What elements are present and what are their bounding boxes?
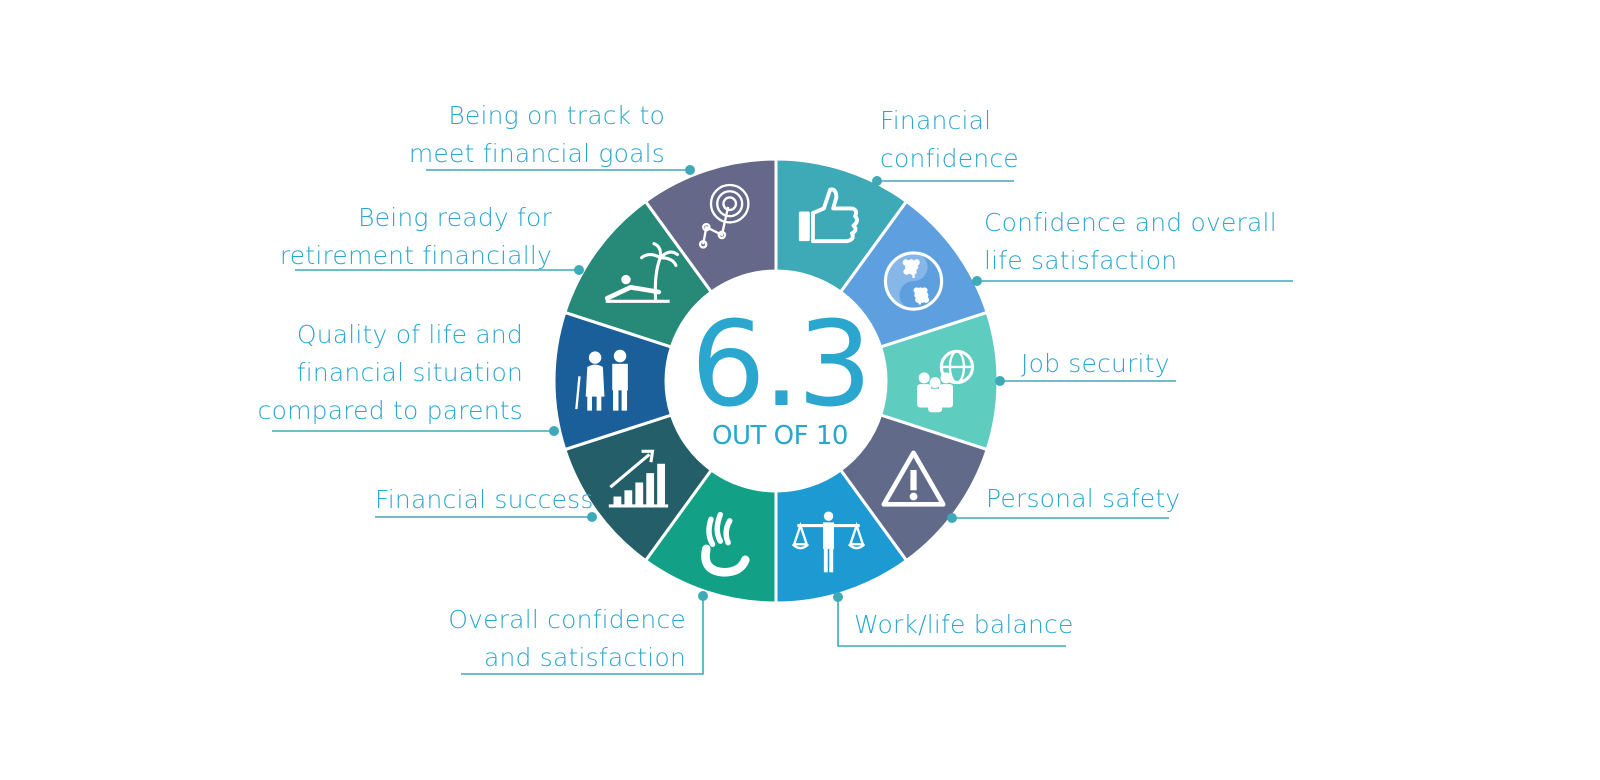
label-line: retirement financially [279, 241, 552, 270]
leader-dot-financial-success [587, 512, 597, 522]
leader-line-work-life-balance [837, 597, 1066, 647]
scales-person-icon [791, 511, 866, 573]
label-line: Job security [1021, 349, 1170, 378]
beach-lounger-icon [604, 242, 680, 303]
leader-dot-personal-safety [947, 513, 957, 523]
leader-line-overall-confidence-satisfaction [461, 596, 704, 675]
globe-people-icon [917, 349, 975, 413]
leader-dot-ready-for-retirement [574, 265, 584, 275]
leader-dot-work-life-balance [833, 592, 843, 602]
score-value: 6.3 [690, 295, 873, 433]
label-work-life-balance: Work/life balance [854, 606, 1074, 644]
label-line: Quality of life and [296, 320, 523, 349]
label-line: Work/life balance [854, 610, 1074, 639]
label-line: Financial success [375, 485, 594, 514]
label-job-security: Job security [1021, 345, 1170, 383]
label-personal-safety: Personal safety [986, 480, 1180, 518]
target-path-icon [698, 183, 750, 249]
leader-dot-overall-confidence-satisfaction [698, 591, 708, 601]
score-subtitle: OUT OF 10 [712, 421, 848, 451]
label-on-track-financial-goals: Being on track to meet financial goals [409, 97, 665, 173]
label-line: Overall confidence [448, 605, 686, 634]
label-line: life satisfaction [984, 246, 1178, 275]
label-overall-confidence-satisfaction: Overall confidence and satisfaction [448, 601, 686, 677]
label-financial-confidence: Financial confidence [880, 102, 1019, 178]
label-line: and satisfaction [483, 643, 686, 672]
hand-icon [701, 511, 750, 577]
label-line: meet financial goals [408, 139, 665, 168]
leader-dot-job-security [995, 376, 1005, 386]
label-line: Personal safety [986, 484, 1181, 513]
thumbs-up-icon [798, 187, 859, 244]
warning-icon [881, 450, 946, 507]
leader-dot-on-track-financial-goals [685, 165, 695, 175]
label-line: Being ready for [358, 203, 552, 232]
growth-chart-icon [608, 449, 669, 508]
label-quality-of-life-vs-parents: Quality of life and financial situation co… [258, 316, 523, 430]
label-ready-for-retirement: Being ready for retirement financially [280, 199, 552, 275]
leader-dot-financial-confidence [872, 176, 882, 186]
label-financial-success: Financial success [375, 481, 594, 519]
leader-dot-quality-of-life-vs-parents [549, 426, 559, 436]
yin-yang-tree-icon [883, 251, 944, 311]
elderly-couple-icon [575, 349, 628, 411]
label-line: confidence [880, 144, 1019, 173]
leader-dot-confidence-life-satisfaction [972, 276, 982, 286]
label-line: financial situation [296, 358, 523, 387]
label-line: Being on track to [448, 101, 665, 130]
label-line: compared to parents [257, 396, 523, 425]
center-disc [666, 271, 886, 491]
label-line: Confidence and overall [984, 208, 1277, 237]
label-confidence-life-satisfaction: Confidence and overall life satisfaction [984, 204, 1277, 280]
label-line: Financial [880, 106, 992, 135]
